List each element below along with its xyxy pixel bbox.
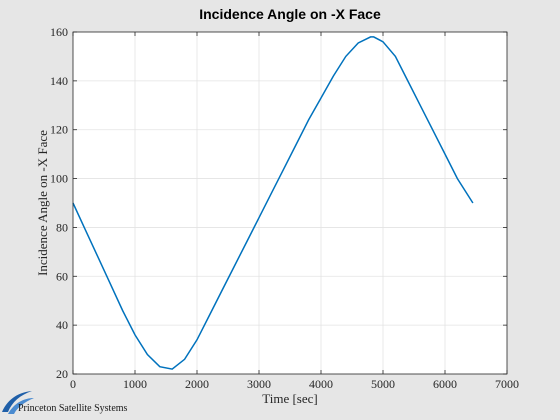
x-tick-label: 5000: [371, 377, 395, 391]
plot-border: [72, 31, 508, 375]
y-tick-label: 80: [56, 220, 68, 234]
x-tick-label: 1000: [123, 377, 147, 391]
y-tick-label: 60: [56, 269, 68, 283]
ticks: [72, 31, 508, 375]
x-tick-label: 3000: [247, 377, 271, 391]
chart-title: Incidence Angle on -X Face: [199, 6, 381, 22]
y-axis-label: Incidence Angle on -X Face: [35, 130, 50, 276]
x-tick-label: 0: [70, 377, 76, 391]
series-line: [72, 36, 474, 370]
x-tick-label: 4000: [309, 377, 333, 391]
brand-swoosh-icon: [2, 391, 32, 412]
y-tick-label: 140: [50, 74, 68, 88]
brand-name: Princeton Satellite Systems: [18, 403, 128, 414]
y-tick-label: 160: [50, 25, 68, 39]
y-tick-label: 100: [50, 172, 68, 186]
brand-swoosh-inner-icon: [8, 398, 34, 414]
y-tick-label: 120: [50, 123, 68, 137]
y-tick-label: 20: [56, 367, 68, 381]
x-tick-label: 6000: [433, 377, 457, 391]
y-tick-labels: 20 40 60 80 100 120 140 160: [50, 25, 68, 381]
x-tick-labels: 0 1000 2000 3000 4000 5000 6000 7000: [70, 377, 519, 391]
grid: [73, 32, 507, 374]
x-tick-label: 2000: [185, 377, 209, 391]
plot-area: [73, 32, 507, 374]
y-tick-label: 40: [56, 318, 68, 332]
x-axis-label: Time [sec]: [262, 391, 318, 406]
x-tick-label: 7000: [495, 377, 519, 391]
brand-logo: Princeton Satellite Systems: [2, 391, 128, 414]
